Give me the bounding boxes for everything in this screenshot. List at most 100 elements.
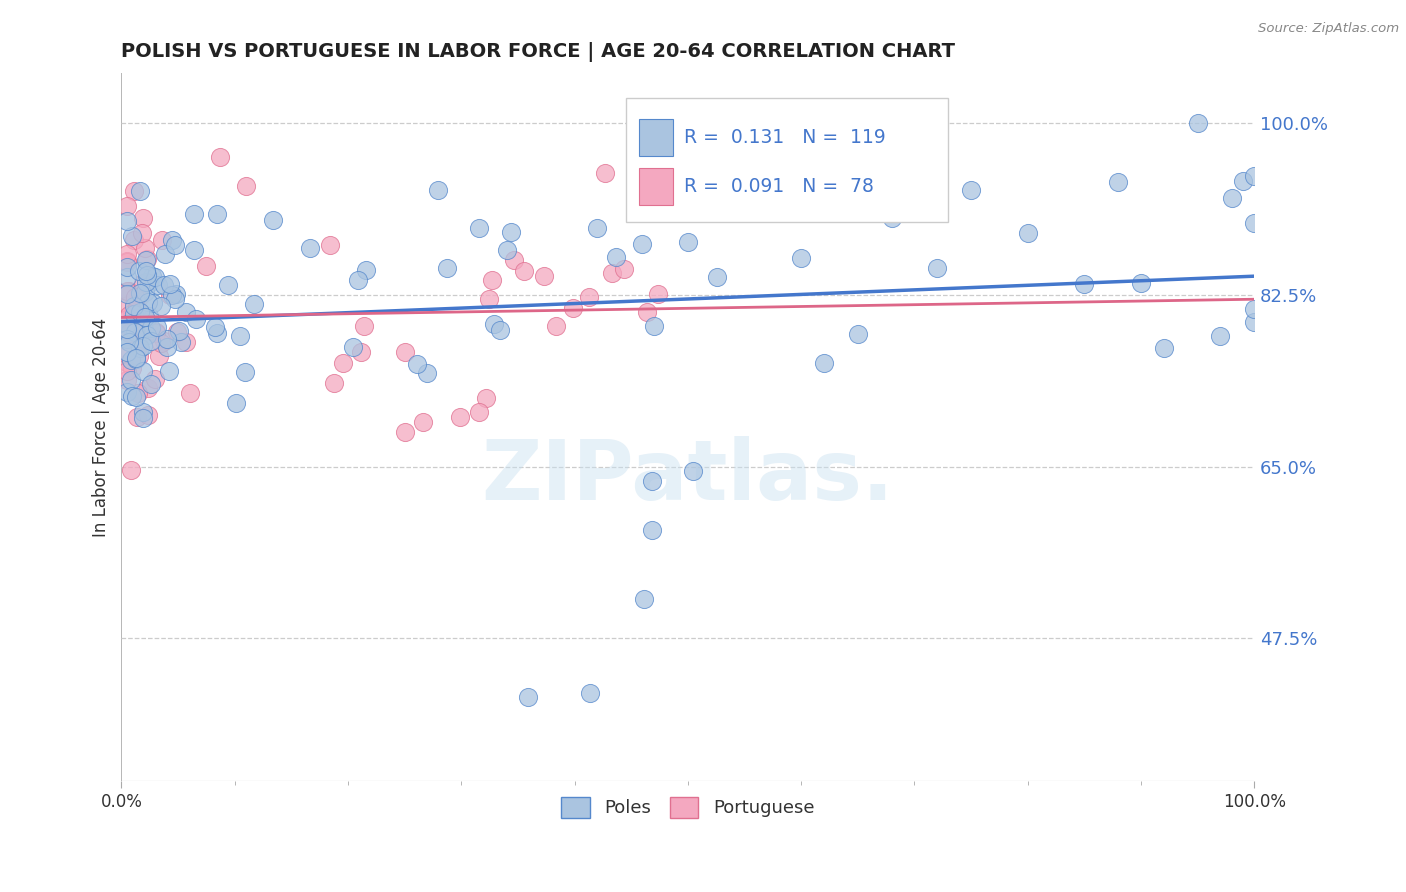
Point: [513, 263, 536, 277]
Point: [298, 241, 321, 255]
Point: [134, 310, 156, 324]
Point: [166, 325, 188, 339]
Point: [880, 211, 903, 225]
Point: [436, 260, 458, 275]
Point: [122, 233, 145, 247]
Point: [262, 213, 284, 227]
Point: [115, 270, 138, 285]
Point: [117, 356, 139, 370]
Point: [153, 277, 176, 292]
Point: [118, 326, 141, 341]
Point: [1153, 341, 1175, 355]
Point: [166, 287, 188, 301]
Point: [145, 326, 167, 340]
Point: [115, 322, 138, 336]
Point: [350, 344, 373, 359]
Point: [925, 260, 948, 275]
Point: [115, 364, 138, 378]
Point: [145, 326, 167, 340]
Point: [120, 463, 142, 477]
Legend: Poles, Portuguese: Poles, Portuguese: [554, 789, 821, 825]
Point: [353, 319, 375, 334]
Point: [136, 381, 159, 395]
Point: [148, 350, 170, 364]
Point: [157, 364, 180, 378]
Point: [496, 243, 519, 257]
Point: [153, 334, 176, 348]
Point: [636, 305, 658, 319]
Point: [115, 286, 138, 301]
Point: [174, 334, 197, 349]
Point: [706, 270, 728, 285]
Point: [484, 318, 506, 332]
Point: [136, 295, 159, 310]
Point: [149, 336, 172, 351]
Point: [128, 286, 150, 301]
Point: [643, 318, 665, 333]
Point: [132, 404, 155, 418]
Point: [208, 150, 231, 164]
Point: [195, 260, 218, 274]
Point: [146, 278, 169, 293]
Point: [205, 207, 228, 221]
Point: [605, 250, 627, 264]
Point: [115, 332, 138, 346]
Point: [155, 247, 177, 261]
Point: [120, 373, 142, 387]
Point: [579, 685, 602, 699]
FancyBboxPatch shape: [640, 119, 673, 155]
Point: [235, 179, 257, 194]
Point: [115, 214, 138, 228]
Point: [115, 285, 138, 299]
Point: [159, 287, 181, 301]
Point: [156, 332, 179, 346]
Point: [416, 366, 439, 380]
Point: [139, 320, 162, 334]
Point: [115, 255, 138, 269]
Point: [131, 339, 153, 353]
Point: [217, 278, 239, 293]
Point: [121, 389, 143, 403]
Point: [121, 229, 143, 244]
Point: [1243, 301, 1265, 316]
Point: [332, 356, 354, 370]
Point: [503, 253, 526, 268]
Point: [118, 308, 141, 322]
Point: [115, 321, 138, 335]
Point: [790, 251, 813, 265]
Point: [115, 318, 138, 332]
Point: [139, 377, 162, 392]
Point: [131, 277, 153, 291]
Point: [134, 285, 156, 300]
Point: [562, 301, 585, 316]
Point: [163, 292, 186, 306]
Point: [1243, 315, 1265, 329]
Point: [1243, 216, 1265, 230]
Point: [128, 350, 150, 364]
Point: [146, 319, 169, 334]
Point: [135, 313, 157, 327]
Point: [128, 263, 150, 277]
Point: [115, 260, 138, 274]
Point: [127, 301, 149, 315]
Point: [120, 353, 142, 368]
Point: [631, 237, 654, 252]
Point: [124, 290, 146, 304]
Point: [115, 347, 138, 361]
Point: [115, 373, 138, 387]
Point: [128, 341, 150, 355]
Point: [676, 235, 699, 249]
Point: [129, 184, 152, 198]
Point: [118, 285, 141, 299]
Point: [134, 322, 156, 336]
Point: [143, 270, 166, 285]
Point: [641, 524, 664, 538]
Point: [186, 312, 208, 326]
Point: [135, 268, 157, 282]
Point: [633, 592, 655, 607]
Point: [356, 263, 378, 277]
Point: [468, 405, 491, 419]
Point: [121, 306, 143, 320]
Point: [138, 310, 160, 324]
Point: [127, 385, 149, 400]
